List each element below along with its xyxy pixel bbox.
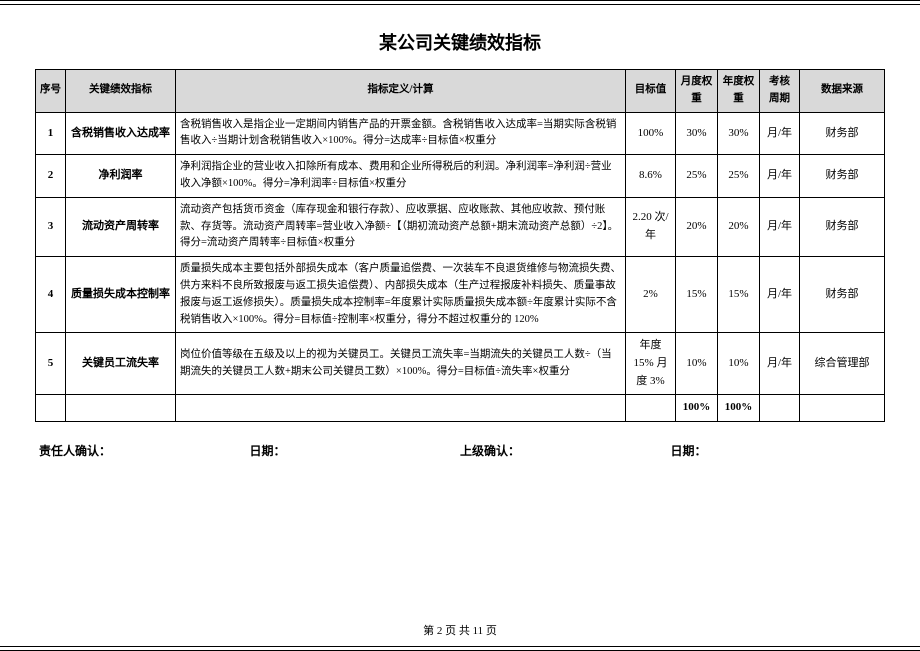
cell-seq: 1	[36, 112, 66, 155]
page: 某公司关键绩效指标 序号 关键绩效指标 指标定义/计算 目标值 月度权重 年度权…	[0, 0, 920, 651]
th-mw: 月度权重	[676, 70, 718, 113]
cell-total-mw: 100%	[676, 395, 718, 422]
cell-total-yw: 100%	[718, 395, 760, 422]
cell-cycle: 月/年	[760, 155, 800, 198]
kpi-table: 序号 关键绩效指标 指标定义/计算 目标值 月度权重 年度权重 考核周期 数据来…	[35, 69, 885, 422]
cell-empty	[176, 395, 626, 422]
cell-cycle: 月/年	[760, 257, 800, 333]
rule-bottom	[0, 646, 920, 647]
cell-source: 财务部	[800, 112, 885, 155]
th-def: 指标定义/计算	[176, 70, 626, 113]
cell-empty	[760, 395, 800, 422]
cell-def: 质量损失成本主要包括外部损失成本（客户质量追偿费、一次装车不良退货维修与物流损失…	[176, 257, 626, 333]
th-cycle: 考核周期	[760, 70, 800, 113]
doc-title: 某公司关键绩效指标	[35, 29, 885, 55]
cell-mw: 15%	[676, 257, 718, 333]
cell-seq: 3	[36, 197, 66, 256]
cell-mw: 25%	[676, 155, 718, 198]
cell-yw: 30%	[718, 112, 760, 155]
cell-def: 流动资产包括货币资金（库存现金和银行存款）、应收票据、应收账款、其他应收款、预付…	[176, 197, 626, 256]
cell-name: 含税销售收入达成率	[66, 112, 176, 155]
cell-source: 财务部	[800, 257, 885, 333]
cell-seq: 5	[36, 333, 66, 395]
cell-target: 2%	[626, 257, 676, 333]
cell-def: 岗位价值等级在五级及以上的视为关键员工。关键员工流失率=当期流失的关键员工人数÷…	[176, 333, 626, 395]
cell-cycle: 月/年	[760, 112, 800, 155]
table-row: 1含税销售收入达成率含税销售收入是指企业一定期间内销售产品的开票金额。含税销售收…	[36, 112, 885, 155]
cell-def: 净利润指企业的营业收入扣除所有成本、费用和企业所得税后的利润。净利润率=净利润÷…	[176, 155, 626, 198]
cell-target: 2.20 次/年	[626, 197, 676, 256]
cell-yw: 25%	[718, 155, 760, 198]
th-name: 关键绩效指标	[66, 70, 176, 113]
rule-top	[0, 4, 920, 5]
table-row: 5关键员工流失率岗位价值等级在五级及以上的视为关键员工。关键员工流失率=当期流失…	[36, 333, 885, 395]
cell-target: 8.6%	[626, 155, 676, 198]
th-target: 目标值	[626, 70, 676, 113]
total-row: 100%100%	[36, 395, 885, 422]
page-footer: 第 2 页 共 11 页	[0, 622, 920, 638]
th-source: 数据来源	[800, 70, 885, 113]
cell-source: 财务部	[800, 155, 885, 198]
cell-seq: 4	[36, 257, 66, 333]
header-row: 序号 关键绩效指标 指标定义/计算 目标值 月度权重 年度权重 考核周期 数据来…	[36, 70, 885, 113]
signature-row: 责任人确认： 日期： 上级确认： 日期：	[35, 442, 885, 459]
cell-yw: 15%	[718, 257, 760, 333]
cell-source: 综合管理部	[800, 333, 885, 395]
table-row: 4质量损失成本控制率质量损失成本主要包括外部损失成本（客户质量追偿费、一次装车不…	[36, 257, 885, 333]
cell-name: 关键员工流失率	[66, 333, 176, 395]
cell-target: 100%	[626, 112, 676, 155]
table-row: 3流动资产周转率流动资产包括货币资金（库存现金和银行存款）、应收票据、应收账款、…	[36, 197, 885, 256]
sign-superior: 上级确认：	[460, 442, 671, 459]
cell-empty	[800, 395, 885, 422]
cell-cycle: 月/年	[760, 197, 800, 256]
cell-empty	[626, 395, 676, 422]
cell-source: 财务部	[800, 197, 885, 256]
cell-mw: 10%	[676, 333, 718, 395]
cell-empty	[66, 395, 176, 422]
sign-date1: 日期：	[250, 442, 461, 459]
cell-def: 含税销售收入是指企业一定期间内销售产品的开票金额。含税销售收入达成率=当期实际含…	[176, 112, 626, 155]
sign-date2: 日期：	[671, 442, 882, 459]
cell-empty	[36, 395, 66, 422]
th-yw: 年度权重	[718, 70, 760, 113]
cell-yw: 20%	[718, 197, 760, 256]
cell-name: 净利润率	[66, 155, 176, 198]
cell-name: 质量损失成本控制率	[66, 257, 176, 333]
cell-name: 流动资产周转率	[66, 197, 176, 256]
table-row: 2净利润率净利润指企业的营业收入扣除所有成本、费用和企业所得税后的利润。净利润率…	[36, 155, 885, 198]
th-seq: 序号	[36, 70, 66, 113]
cell-seq: 2	[36, 155, 66, 198]
cell-cycle: 月/年	[760, 333, 800, 395]
cell-mw: 30%	[676, 112, 718, 155]
cell-target: 年度 15% 月度 3%	[626, 333, 676, 395]
cell-mw: 20%	[676, 197, 718, 256]
sign-confirm: 责任人确认：	[39, 442, 250, 459]
cell-yw: 10%	[718, 333, 760, 395]
